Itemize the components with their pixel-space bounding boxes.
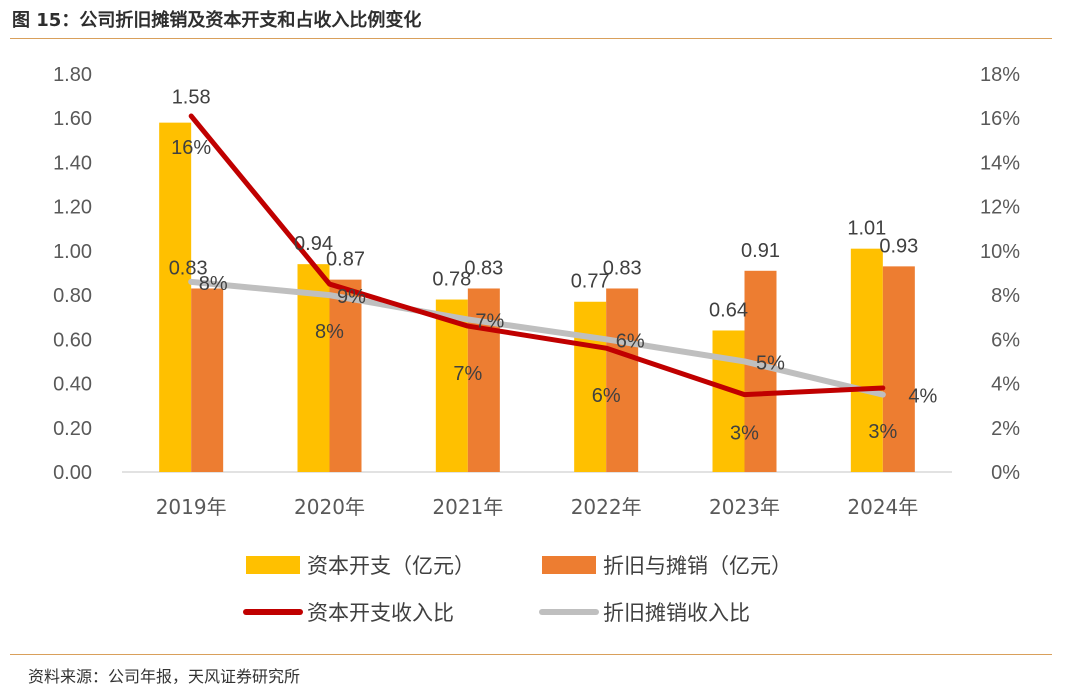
capex-data-label: 0.78 xyxy=(432,269,471,291)
x-axis-tick: 2020年 xyxy=(294,495,365,519)
depreciation-bar xyxy=(606,288,639,472)
left-axis-tick: 1.40 xyxy=(53,152,92,174)
left-axis-tick: 0.80 xyxy=(53,285,92,307)
depreciation-ratio-line xyxy=(188,278,886,398)
capex-data-label: 0.77 xyxy=(571,271,610,293)
lines-layer xyxy=(188,113,886,398)
right-axis-tick: 10% xyxy=(980,241,1020,263)
depreciation-ratio-label: 9% xyxy=(337,286,366,308)
legend-label-depreciation-ratio: 折旧摊销收入比 xyxy=(603,601,750,625)
right-axis-tick: 18% xyxy=(980,64,1020,86)
capex-bar xyxy=(159,122,192,473)
depreciation-ratio-label: 8% xyxy=(199,273,228,295)
capex-data-label: 0.94 xyxy=(294,233,333,255)
legend-label-depreciation: 折旧与摊销（亿元） xyxy=(603,554,792,578)
right-axis-tick: 4% xyxy=(991,374,1020,396)
depreciation-bar xyxy=(329,279,362,472)
left-axis-tick: 0.60 xyxy=(53,329,92,351)
legend-swatch-depreciation xyxy=(542,556,596,574)
legend-swatch-capex xyxy=(246,556,300,574)
bars-layer xyxy=(159,122,915,473)
right-axis-tick: 6% xyxy=(991,329,1020,351)
depreciation-data-label: 0.87 xyxy=(326,249,365,271)
x-axis-tick: 2021年 xyxy=(432,495,503,519)
right-axis-tick: 16% xyxy=(980,108,1020,130)
left-axis-tick: 0.20 xyxy=(53,418,92,440)
capex-bar xyxy=(297,264,330,472)
capex-ratio-label: 7% xyxy=(453,363,482,385)
capex-bar xyxy=(712,330,745,472)
capex-ratio-label: 3% xyxy=(730,423,759,445)
x-axis-tick: 2023年 xyxy=(709,495,780,519)
source-note: 资料来源：公司年报，天风证券研究所 xyxy=(28,667,301,686)
depreciation-data-label: 0.83 xyxy=(169,257,208,279)
legend-label-capex-ratio: 资本开支收入比 xyxy=(307,601,454,625)
depreciation-data-label: 0.83 xyxy=(603,257,642,279)
legend: 资本开支（亿元） 折旧与摊销（亿元） 资本开支收入比 折旧摊销收入比 xyxy=(243,554,792,625)
capex-data-label: 0.64 xyxy=(709,299,748,321)
left-axis-tick: 1.20 xyxy=(53,197,92,219)
depreciation-ratio-label: 7% xyxy=(475,310,504,332)
capex-ratio-label: 3% xyxy=(868,421,897,443)
capex-data-label: 1.01 xyxy=(847,218,886,240)
capex-bar xyxy=(850,248,883,472)
legend-label-capex: 资本开支（亿元） xyxy=(307,554,475,578)
depreciation-ratio-label: 5% xyxy=(756,352,785,374)
depreciation-bar xyxy=(744,270,777,472)
left-axis-tick: 1.60 xyxy=(53,108,92,130)
capex-data-label: 1.58 xyxy=(172,87,211,109)
capex-bar xyxy=(574,301,607,472)
capex-ratio-label: 6% xyxy=(592,385,621,407)
right-axis-tick: 2% xyxy=(991,418,1020,440)
depreciation-data-label: 0.91 xyxy=(741,240,780,262)
combo-chart: 0.00 0.20 0.40 0.60 0.80 1.00 1.20 1.40 1.60 1.80… xyxy=(53,64,1020,625)
right-axis-tick: 0% xyxy=(991,462,1020,484)
capex-ratio-label: 16% xyxy=(171,137,211,159)
left-axis-tick: 1.00 xyxy=(53,241,92,263)
left-axis-tick: 0.40 xyxy=(53,374,92,396)
axes-layer: 0.00 0.20 0.40 0.60 0.80 1.00 1.20 1.40 1.60 1.80… xyxy=(53,64,1020,519)
x-axis-tick: 2024年 xyxy=(847,495,918,519)
depreciation-data-label: 0.93 xyxy=(879,235,918,257)
left-axis-tick: 0.00 xyxy=(53,462,92,484)
capex-ratio-label: 8% xyxy=(315,321,344,343)
depreciation-bar xyxy=(191,288,224,472)
x-axis-tick: 2022年 xyxy=(571,495,642,519)
depreciation-ratio-label: 6% xyxy=(616,330,645,352)
depreciation-data-label: 0.83 xyxy=(464,257,503,279)
bottom-divider xyxy=(10,654,1052,655)
top-divider xyxy=(10,38,1052,39)
capex-ratio-line xyxy=(188,113,886,398)
figure-title: 图 15：公司折旧摊销及资本开支和占收入比例变化 xyxy=(12,10,422,31)
right-axis-tick: 8% xyxy=(991,285,1020,307)
right-axis-tick: 14% xyxy=(980,152,1020,174)
depreciation-bar xyxy=(882,266,915,472)
depreciation-ratio-label: 4% xyxy=(908,386,937,408)
left-axis-tick: 1.80 xyxy=(53,64,92,86)
right-axis-tick: 12% xyxy=(980,197,1020,219)
capex-bar xyxy=(435,299,468,472)
x-axis-tick: 2019年 xyxy=(156,495,227,519)
data-labels-layer: 1.58 0.94 0.78 0.77 0.64 1.01 0.83 0.87 0.83 0.83… xyxy=(169,87,938,445)
